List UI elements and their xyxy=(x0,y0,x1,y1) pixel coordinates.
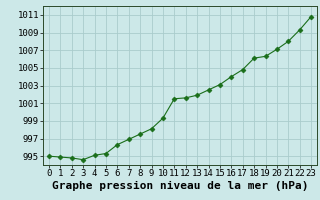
X-axis label: Graphe pression niveau de la mer (hPa): Graphe pression niveau de la mer (hPa) xyxy=(52,181,308,191)
